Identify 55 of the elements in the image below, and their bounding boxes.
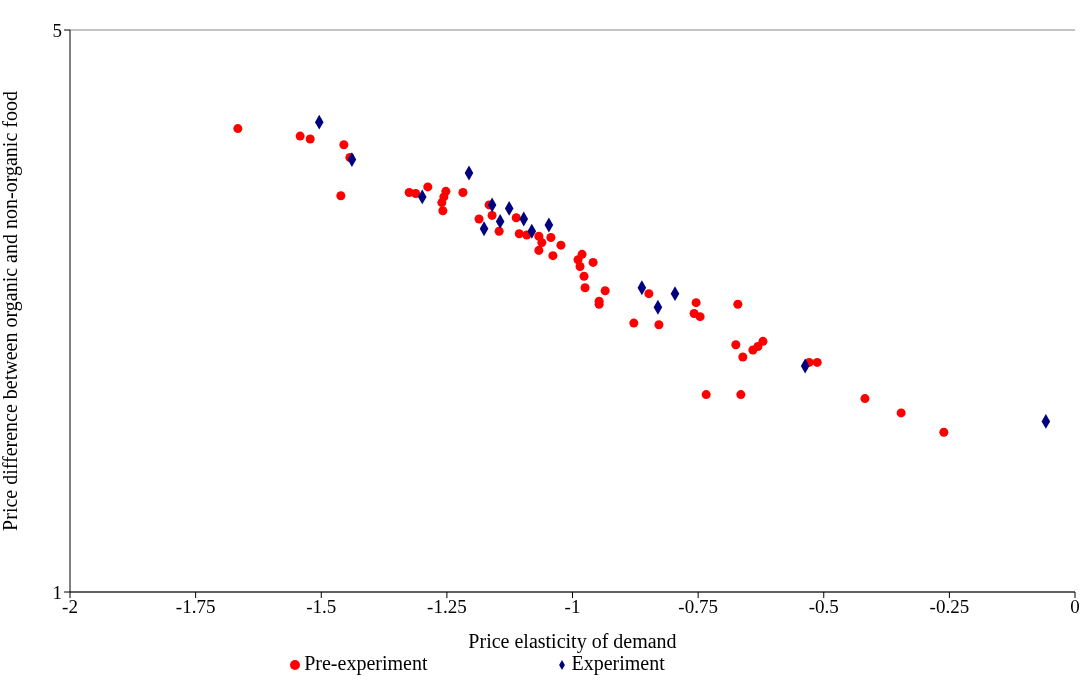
point	[487, 210, 497, 220]
point	[600, 286, 610, 296]
point	[295, 131, 305, 141]
legend-label: Experiment	[571, 652, 665, 674]
y-axis-title: Price difference between organic and non-organic food	[0, 91, 23, 531]
point	[644, 289, 654, 299]
point	[701, 390, 711, 400]
point	[474, 214, 484, 224]
point	[494, 226, 504, 236]
point	[580, 283, 590, 293]
point	[305, 134, 315, 144]
point	[514, 229, 524, 239]
point	[579, 271, 589, 281]
point	[548, 251, 558, 261]
point	[629, 318, 639, 328]
point	[575, 261, 585, 271]
point	[738, 352, 748, 362]
x-tick-label: -0.75	[678, 596, 718, 618]
x-tick-label: -2	[62, 596, 78, 618]
point	[546, 232, 556, 242]
point	[939, 427, 949, 437]
legend-label: Pre-experiment	[304, 652, 428, 674]
point	[511, 213, 521, 223]
point	[896, 408, 906, 418]
x-tick-label: -1.25	[427, 596, 467, 618]
point	[731, 340, 741, 350]
point	[812, 357, 822, 367]
point	[733, 299, 743, 309]
point	[411, 189, 421, 199]
point	[860, 394, 870, 404]
x-tick-label: -0.25	[929, 596, 970, 618]
x-tick-label: -1	[564, 596, 581, 618]
point	[654, 320, 664, 330]
point	[758, 336, 768, 346]
point	[458, 187, 468, 197]
point	[423, 182, 433, 192]
point	[695, 312, 705, 322]
point	[439, 192, 449, 202]
x-tick-label: -1.5	[306, 596, 337, 618]
y-tick-label: 5	[52, 19, 62, 41]
point	[588, 257, 598, 267]
point	[556, 240, 566, 250]
point	[691, 298, 701, 308]
x-axis-title: Price elasticity of demand	[468, 630, 677, 653]
point	[339, 140, 349, 150]
point	[534, 245, 544, 255]
point	[336, 191, 346, 201]
point	[233, 124, 243, 134]
x-tick-label: -1.75	[175, 596, 216, 618]
y-tick-label: 1	[52, 581, 62, 603]
x-tick-label: -0.5	[808, 596, 839, 618]
point	[736, 390, 746, 400]
point	[537, 238, 547, 248]
x-tick-label: 0	[1070, 596, 1080, 618]
point	[438, 206, 448, 216]
